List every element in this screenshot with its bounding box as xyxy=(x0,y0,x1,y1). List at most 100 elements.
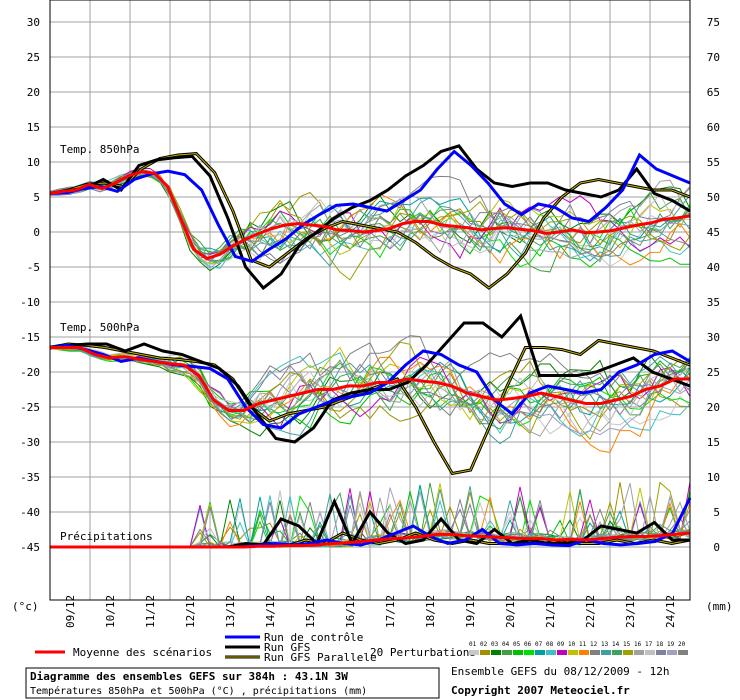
perturbation-number: 05 xyxy=(513,641,521,648)
x-tick-label: 20/12 xyxy=(504,595,517,628)
perturbation-swatch xyxy=(502,650,512,655)
left-tick-label: -45 xyxy=(20,541,40,554)
legend-label-gfs-parallel: Run GFS Parallele xyxy=(264,651,377,664)
footer-subtitle: Températures 850hPa et 500hPa (°C) , pré… xyxy=(30,685,367,697)
left-tick-label: 0 xyxy=(33,226,40,239)
right-tick-label: 15 xyxy=(707,436,720,449)
series-moyenne-des-sc-narios-t850 xyxy=(49,170,691,261)
x-tick-label: 18/12 xyxy=(424,595,437,628)
right-tick-label: 5 xyxy=(713,506,720,519)
perturbation-swatch xyxy=(590,650,600,655)
series-run-de-contr-le-t850 xyxy=(49,149,691,264)
perturbation-number: 07 xyxy=(535,641,543,648)
left-tick-label: -10 xyxy=(20,296,40,309)
perturbation-swatch xyxy=(557,650,567,655)
perturbation-number: 20 xyxy=(678,641,686,648)
x-tick-label: 13/12 xyxy=(224,595,237,628)
right-tick-label: 75 xyxy=(707,16,720,29)
left-tick-label: -30 xyxy=(20,436,40,449)
left-tick-label: 10 xyxy=(27,156,40,169)
right-tick-label: 25 xyxy=(707,366,720,379)
left-axis-unit: (°c) xyxy=(12,600,39,613)
x-tick-label: 17/12 xyxy=(384,595,397,628)
left-tick-label: -15 xyxy=(20,331,40,344)
footer-box xyxy=(25,667,440,699)
perturbation-swatch xyxy=(634,650,644,655)
perturbation-number: 18 xyxy=(656,641,664,648)
perturbation-swatch xyxy=(491,650,501,655)
x-tick-label: 09/12 xyxy=(64,595,77,628)
perturbation-swatch xyxy=(678,650,688,655)
perturbation-number: 17 xyxy=(645,641,653,648)
perturbation-swatch xyxy=(667,650,677,655)
right-tick-label: 70 xyxy=(707,51,720,64)
panel-label-precip: Précipitations xyxy=(60,530,153,543)
left-tick-label: 25 xyxy=(27,51,40,64)
panel-label-t850: Temp. 850hPa xyxy=(60,143,139,156)
perturbation-swatch xyxy=(656,650,666,655)
right-tick-label: 20 xyxy=(707,401,720,414)
perturbation-swatch xyxy=(469,650,479,655)
right-tick-label: 50 xyxy=(707,191,720,204)
perturbation-number: 16 xyxy=(634,641,642,648)
perturbation-swatch xyxy=(645,650,655,655)
right-tick-label: 55 xyxy=(707,156,720,169)
right-tick-label: 40 xyxy=(707,261,720,274)
right-tick-label: 0 xyxy=(713,541,720,554)
main-series-lines xyxy=(49,144,692,549)
perturbation-number: 11 xyxy=(579,641,587,648)
perturbation-swatch xyxy=(535,650,545,655)
x-tick-label: 23/12 xyxy=(624,595,637,628)
legend-label-mean: Moyenne des scénarios xyxy=(73,646,212,659)
perturbation-swatch xyxy=(601,650,611,655)
left-tick-label: 20 xyxy=(27,86,40,99)
x-tick-label: 22/12 xyxy=(584,595,597,628)
perturbation-number: 08 xyxy=(546,641,554,648)
x-tick-label: 16/12 xyxy=(344,595,357,628)
perturbation-number: 10 xyxy=(568,641,576,648)
left-tick-label: 5 xyxy=(33,191,40,204)
footer-ensemble-info: Ensemble GEFS du 08/12/2009 - 12h xyxy=(451,665,670,678)
perturbation-number: 01 xyxy=(469,641,477,648)
legend: Moyenne des scénarios Run de contrôle Ru… xyxy=(35,631,688,664)
perturbation-swatch xyxy=(568,650,578,655)
left-tick-label: -40 xyxy=(20,506,40,519)
series-run-gfs-t850 xyxy=(49,144,691,291)
left-tick-label: -25 xyxy=(20,401,40,414)
left-tick-label: -5 xyxy=(27,261,40,274)
footer-title: Diagramme des ensembles GEFS sur 384h : … xyxy=(30,670,348,683)
left-tick-label: -35 xyxy=(20,471,40,484)
perturbation-swatch xyxy=(480,650,490,655)
x-tick-label: 10/12 xyxy=(104,595,117,628)
left-tick-label: -20 xyxy=(20,366,40,379)
legend-label-gfs: Run GFS xyxy=(264,641,310,654)
perturbation-number: 09 xyxy=(557,641,565,648)
perturbation-swatch xyxy=(623,650,633,655)
x-tick-label: 24/12 xyxy=(664,595,677,628)
right-tick-label: 60 xyxy=(707,121,720,134)
plot-frame xyxy=(49,0,691,601)
right-tick-label: 30 xyxy=(707,331,720,344)
perturbation-swatch xyxy=(579,650,589,655)
right-axis-unit: (mm) xyxy=(706,600,733,613)
series-run-gfs-t500 xyxy=(49,313,691,444)
right-tick-label: 10 xyxy=(707,471,720,484)
perturbation-swatch xyxy=(612,650,622,655)
perturbation-number: 04 xyxy=(502,641,510,648)
legend-label-control: Run de contrôle xyxy=(264,631,363,644)
perturbation-swatch xyxy=(513,650,523,655)
x-tick-label: 11/12 xyxy=(144,595,157,628)
perturbation-swatch xyxy=(546,650,556,655)
perturbation-number: 02 xyxy=(480,641,488,648)
right-tick-label: 45 xyxy=(707,226,720,239)
x-tick-label: 21/12 xyxy=(544,595,557,628)
left-tick-label: 30 xyxy=(27,16,40,29)
perturbation-number: 13 xyxy=(601,641,609,648)
footer-copyright: Copyright 2007 Meteociel.fr xyxy=(451,684,630,697)
right-tick-label: 35 xyxy=(707,296,720,309)
x-tick-label: 19/12 xyxy=(464,595,477,628)
perturbation-swatch xyxy=(524,650,534,655)
perturbation-swatches: 01 02 03 04 05 06 07 08 09 10 11 12 13 14 15 16 17 18 19 20 xyxy=(469,641,688,655)
